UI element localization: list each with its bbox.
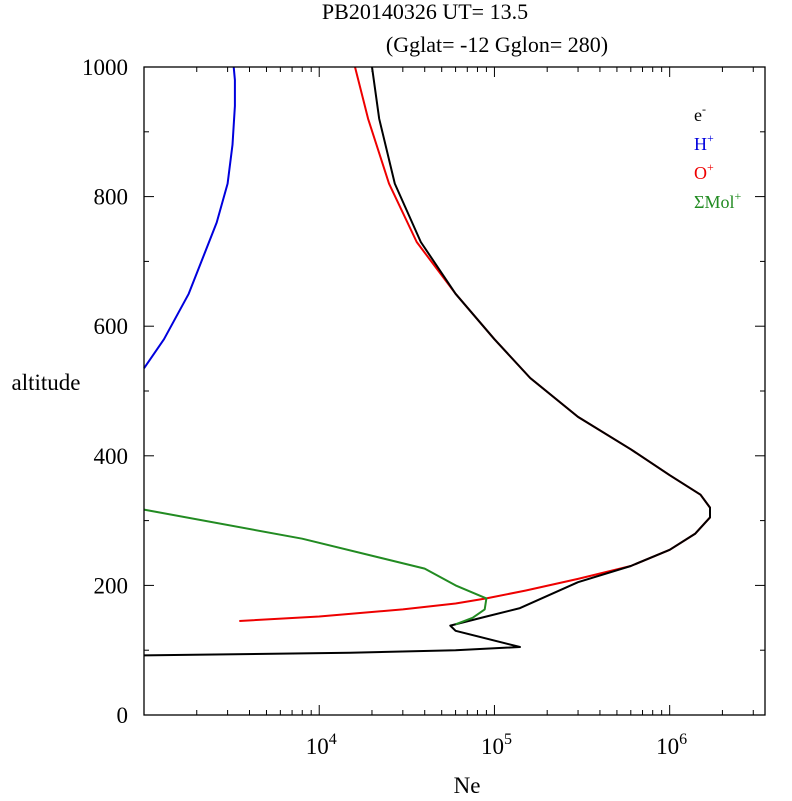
y-tick-labels: 0 200 400 600 800 1000 <box>82 55 128 728</box>
series-line-0 <box>239 66 711 622</box>
legend-entry: ΣMol+ <box>694 189 741 212</box>
y-tick-label: 600 <box>94 314 129 339</box>
series-line-2 <box>143 66 236 369</box>
legend-entry: e- <box>694 102 706 125</box>
y-tick-label: 400 <box>94 444 129 469</box>
chart-title-line2: (Gglat= -12 Gglon= 280) <box>386 32 608 57</box>
y-tick-label: 1000 <box>82 55 128 80</box>
tick-layer <box>143 66 765 716</box>
y-axis-label: altitude <box>12 370 81 395</box>
x-tick-label: 106 <box>656 731 687 759</box>
x-tick-labels: 104 105 106 <box>306 731 687 759</box>
y-tick-label: 200 <box>94 573 129 598</box>
series-line-3 <box>143 508 488 626</box>
legend-entry: O+ <box>694 160 714 183</box>
legend-entry: H+ <box>694 131 714 154</box>
series-layer <box>143 66 711 657</box>
chart-title-line1: PB20140326 UT= 13.5 <box>322 0 528 24</box>
series-line-1 <box>143 66 711 657</box>
x-tick-label: 104 <box>306 731 337 759</box>
y-tick-label: 800 <box>94 185 129 210</box>
x-axis-label: Ne <box>454 773 481 796</box>
x-tick-label: 105 <box>481 731 512 759</box>
plot-frame <box>143 66 766 716</box>
y-tick-label: 0 <box>117 703 129 728</box>
legend: e- H+ O+ ΣMol+ <box>694 102 741 212</box>
